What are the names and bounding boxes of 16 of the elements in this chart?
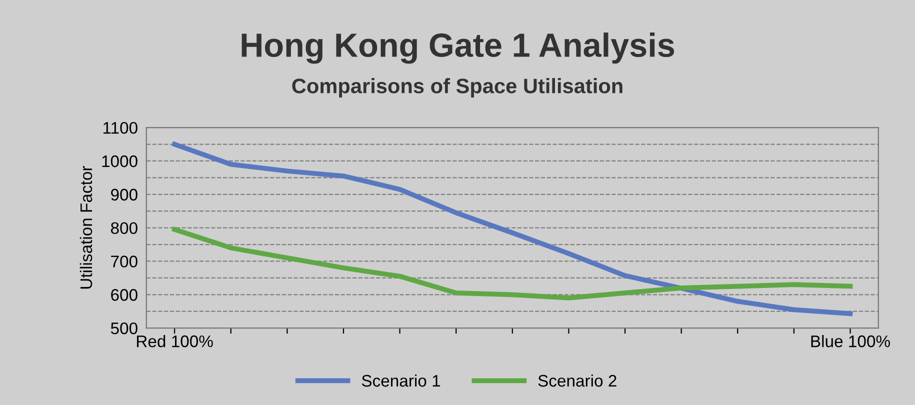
legend-label: Scenario 2 [538,374,616,387]
y-tick-label: 900 [111,188,138,201]
y-tick-label: 500 [110,322,138,334]
y-tick-label: 1100 [103,122,138,134]
legend-label: Scenario 1 [362,374,440,387]
x-tick-label: Red 100% [137,334,213,348]
chart-title: Hong Kong Gate 1 Analysis [242,32,674,64]
y-tick-label: 600 [111,289,138,301]
y-tick-label: 800 [110,222,138,234]
line-series [172,227,853,300]
y-tick-label: 1000 [102,155,138,168]
y-axis-title: Utilisation Factor [80,166,92,289]
chart-subtitle: Comparisons of Space Utilisation [292,78,622,98]
line-series [172,142,853,316]
x-tick-label: Blue 100% [811,334,890,348]
y-tick-label: 700 [111,256,138,268]
